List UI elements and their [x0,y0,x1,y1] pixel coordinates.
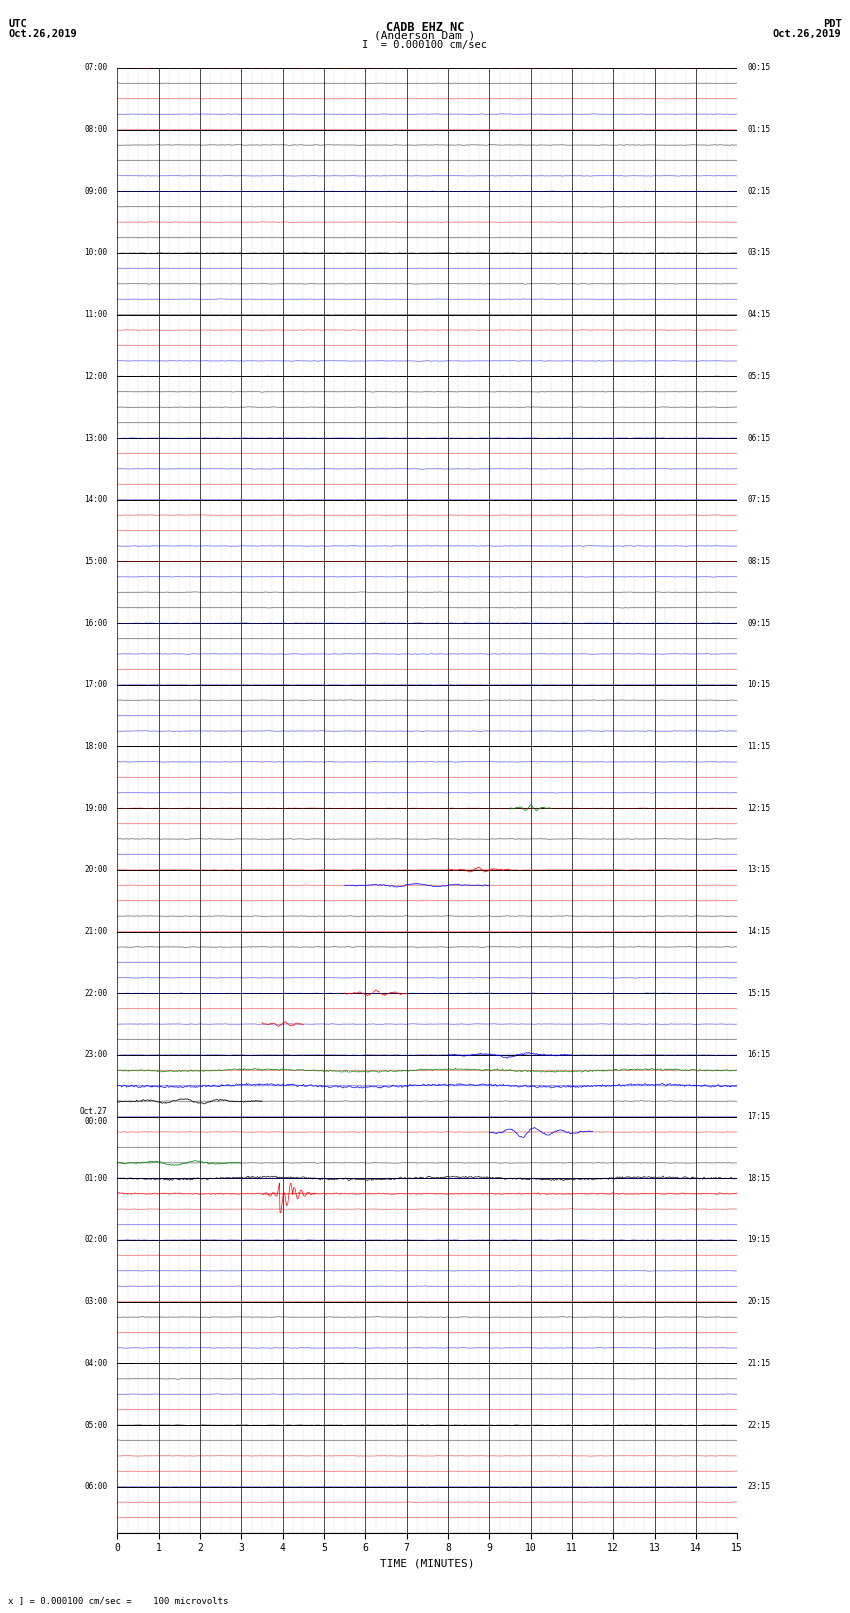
Text: 09:00: 09:00 [84,187,107,195]
Text: 14:15: 14:15 [747,927,771,936]
Text: 07:15: 07:15 [747,495,771,505]
Text: 06:15: 06:15 [747,434,771,442]
Text: 11:00: 11:00 [84,310,107,319]
Text: 23:00: 23:00 [84,1050,107,1060]
Text: 22:00: 22:00 [84,989,107,998]
Text: x ] = 0.000100 cm/sec =    100 microvolts: x ] = 0.000100 cm/sec = 100 microvolts [8,1595,229,1605]
Text: 11:15: 11:15 [747,742,771,752]
Text: 00:15: 00:15 [747,63,771,73]
Text: 15:00: 15:00 [84,556,107,566]
Text: 01:15: 01:15 [747,126,771,134]
Text: I  = 0.000100 cm/sec: I = 0.000100 cm/sec [362,40,488,50]
Text: 09:15: 09:15 [747,619,771,627]
Text: 04:15: 04:15 [747,310,771,319]
Text: 05:15: 05:15 [747,373,771,381]
Text: 18:00: 18:00 [84,742,107,752]
Text: 01:00: 01:00 [84,1174,107,1182]
Text: 19:15: 19:15 [747,1236,771,1245]
Text: 14:00: 14:00 [84,495,107,505]
Text: 18:15: 18:15 [747,1174,771,1182]
Text: CADB EHZ NC: CADB EHZ NC [386,21,464,34]
Text: 08:15: 08:15 [747,556,771,566]
Text: 13:00: 13:00 [84,434,107,442]
Text: 06:00: 06:00 [84,1482,107,1492]
Text: (Anderson Dam ): (Anderson Dam ) [374,31,476,40]
Text: 21:00: 21:00 [84,927,107,936]
Text: 04:00: 04:00 [84,1358,107,1368]
Text: UTC: UTC [8,19,27,29]
Text: 17:15: 17:15 [747,1111,771,1121]
Text: Oct.27
00:00: Oct.27 00:00 [79,1107,107,1126]
Text: 13:15: 13:15 [747,865,771,874]
Text: 12:15: 12:15 [747,803,771,813]
Text: 03:15: 03:15 [747,248,771,258]
Text: 08:00: 08:00 [84,126,107,134]
Text: PDT: PDT [823,19,842,29]
Text: 05:00: 05:00 [84,1421,107,1429]
Text: 19:00: 19:00 [84,803,107,813]
Text: 23:15: 23:15 [747,1482,771,1492]
Text: Oct.26,2019: Oct.26,2019 [8,29,77,39]
Text: 07:00: 07:00 [84,63,107,73]
Text: 20:00: 20:00 [84,865,107,874]
Text: 16:15: 16:15 [747,1050,771,1060]
Text: Oct.26,2019: Oct.26,2019 [773,29,842,39]
Text: 17:00: 17:00 [84,681,107,689]
Text: 02:15: 02:15 [747,187,771,195]
Text: 15:15: 15:15 [747,989,771,998]
X-axis label: TIME (MINUTES): TIME (MINUTES) [380,1560,474,1569]
Text: 10:00: 10:00 [84,248,107,258]
Text: 10:15: 10:15 [747,681,771,689]
Text: 21:15: 21:15 [747,1358,771,1368]
Text: 22:15: 22:15 [747,1421,771,1429]
Text: 02:00: 02:00 [84,1236,107,1245]
Text: 16:00: 16:00 [84,619,107,627]
Text: 20:15: 20:15 [747,1297,771,1307]
Text: 12:00: 12:00 [84,373,107,381]
Text: 03:00: 03:00 [84,1297,107,1307]
